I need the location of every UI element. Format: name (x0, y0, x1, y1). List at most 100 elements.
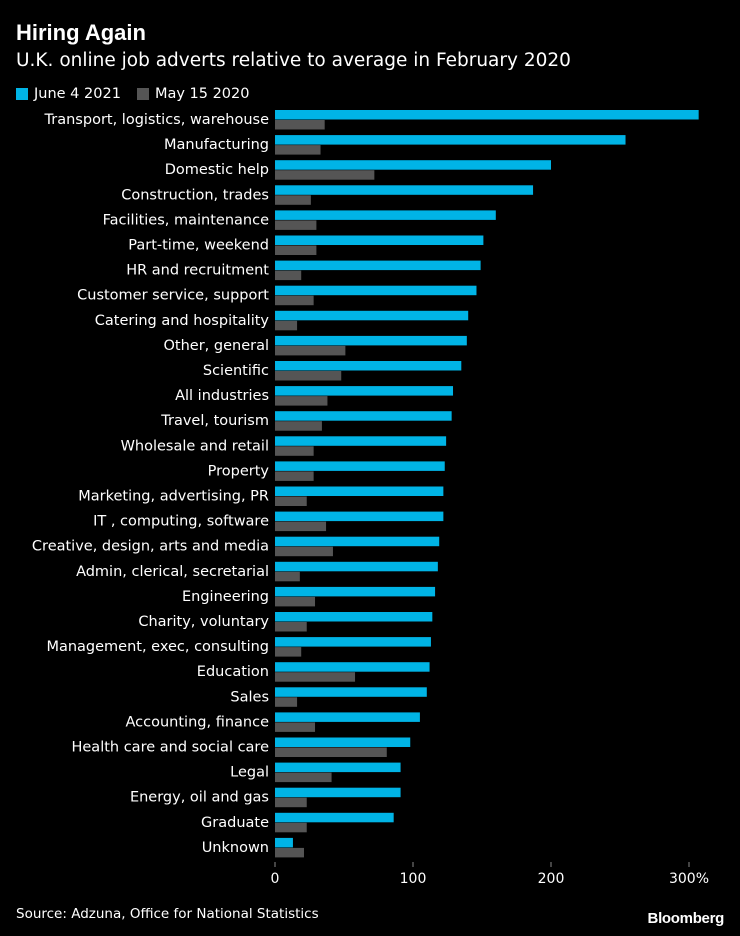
bar-may-2020 (275, 546, 333, 557)
category-label: Catering and hospitality (95, 313, 270, 329)
category-label: Other, general (163, 338, 269, 354)
category-label: Customer service, support (77, 288, 269, 304)
bar-june-2021 (275, 511, 444, 522)
category-label: Legal (230, 765, 269, 781)
chart-title: Hiring Again (16, 20, 146, 45)
bar-june-2021 (275, 461, 445, 471)
bar-may-2020 (275, 371, 342, 381)
bar-june-2021 (275, 687, 427, 697)
x-tick-label: 100 (400, 871, 427, 887)
bar-may-2020 (275, 622, 307, 632)
category-label: Transport, logistics, warehouse (44, 112, 270, 128)
bar-may-2020 (275, 471, 314, 481)
bar-june-2021 (275, 135, 626, 145)
bar-may-2020 (275, 220, 317, 230)
bar-june-2021 (275, 210, 496, 220)
bar-may-2020 (275, 195, 311, 205)
x-tick-label: 300% (669, 871, 709, 887)
category-label: IT , computing, software (93, 514, 269, 530)
category-label: Unknown (202, 840, 269, 856)
category-label: Creative, design, arts and media (32, 539, 269, 555)
bar-june-2021 (275, 662, 430, 672)
category-label: Engineering (182, 589, 269, 605)
bar-june-2021 (275, 386, 454, 396)
source-note: Source: Adzuna, Office for National Stat… (16, 906, 319, 922)
bar-may-2020 (275, 345, 346, 356)
category-label: Travel, tourism (160, 413, 269, 429)
category-label: Energy, oil and gas (130, 790, 269, 806)
bar-june-2021 (275, 812, 394, 823)
category-label: Facilities, maintenance (103, 212, 269, 228)
bar-june-2021 (275, 762, 401, 773)
bar-june-2021 (275, 787, 401, 798)
category-label: Graduate (201, 815, 269, 831)
bloomberg-logo: Bloomberg (647, 910, 725, 927)
chart-subtitle: U.K. online job adverts relative to aver… (16, 50, 571, 71)
category-label: Wholesale and retail (121, 438, 269, 454)
bar-june-2021 (275, 712, 420, 722)
bar-may-2020 (275, 396, 328, 406)
bar-june-2021 (275, 561, 438, 572)
bar-june-2021 (275, 185, 534, 195)
bar-may-2020 (275, 421, 322, 431)
bar-may-2020 (275, 446, 314, 456)
bar-may-2020 (275, 120, 325, 130)
bar-june-2021 (275, 260, 481, 271)
bar-june-2021 (275, 612, 433, 622)
bar-june-2021 (275, 637, 431, 647)
category-label: Charity, voluntary (138, 614, 269, 630)
legend-label-may-2020: May 15 2020 (154, 86, 250, 102)
x-tick-label: 200 (538, 871, 565, 887)
bar-may-2020 (275, 697, 298, 707)
bar-may-2020 (275, 270, 302, 281)
bar-june-2021 (275, 837, 293, 848)
bar-june-2021 (275, 335, 467, 346)
category-label: Health care and social care (71, 740, 269, 756)
bar-may-2020 (275, 722, 316, 732)
bar-june-2021 (275, 361, 462, 371)
bar-may-2020 (275, 521, 327, 532)
bar-may-2020 (275, 245, 317, 255)
bar-may-2020 (275, 847, 304, 858)
bar-june-2021 (275, 235, 484, 245)
bar-may-2020 (275, 797, 307, 808)
category-label: HR and recruitment (126, 263, 269, 279)
bar-may-2020 (275, 571, 300, 582)
bar-may-2020 (275, 320, 298, 331)
bar-may-2020 (275, 672, 356, 682)
category-label: Domestic help (165, 162, 269, 178)
bar-june-2021 (275, 110, 699, 120)
bar-june-2021 (275, 486, 444, 496)
legend-swatch-june-2021 (16, 88, 28, 100)
legend-label-june-2021: June 4 2021 (34, 86, 121, 102)
legend-swatch-may-2020 (136, 88, 149, 100)
legend: June 4 2021 May 15 2020 (16, 86, 266, 102)
category-label: Manufacturing (164, 137, 269, 153)
bar-june-2021 (275, 160, 551, 170)
category-label: Scientific (203, 363, 269, 379)
category-label: Marketing, advertising, PR (78, 489, 269, 505)
bar-june-2021 (275, 586, 436, 597)
bar-june-2021 (275, 536, 440, 547)
category-label: Part-time, weekend (128, 238, 269, 254)
category-label: Sales (230, 689, 269, 705)
category-label: Property (208, 463, 270, 479)
category-label: Accounting, finance (126, 714, 270, 730)
category-label: Construction, trades (121, 187, 269, 203)
category-label: Admin, clerical, secretarial (76, 564, 269, 580)
bar-june-2021 (275, 310, 469, 321)
bar-may-2020 (275, 295, 314, 306)
legend-item-may-2020: May 15 2020 (136, 86, 250, 102)
bar-may-2020 (275, 647, 302, 657)
legend-item-june-2021: June 4 2021 (16, 86, 121, 102)
x-tick-label: 0 (271, 871, 280, 887)
bar-may-2020 (275, 596, 316, 607)
category-label: Management, exec, consulting (46, 639, 269, 655)
category-label: Education (197, 664, 269, 680)
bar-may-2020 (275, 747, 387, 757)
bar-may-2020 (275, 496, 307, 506)
bar-june-2021 (275, 436, 447, 446)
bar-may-2020 (275, 145, 321, 155)
bar-june-2021 (275, 285, 477, 296)
